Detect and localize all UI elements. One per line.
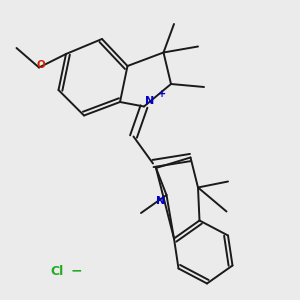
Text: N: N	[157, 196, 166, 206]
Text: N: N	[145, 95, 154, 106]
Text: O: O	[36, 59, 45, 70]
Text: Cl: Cl	[50, 265, 64, 278]
Text: −: −	[71, 263, 82, 277]
Text: +: +	[158, 89, 166, 99]
